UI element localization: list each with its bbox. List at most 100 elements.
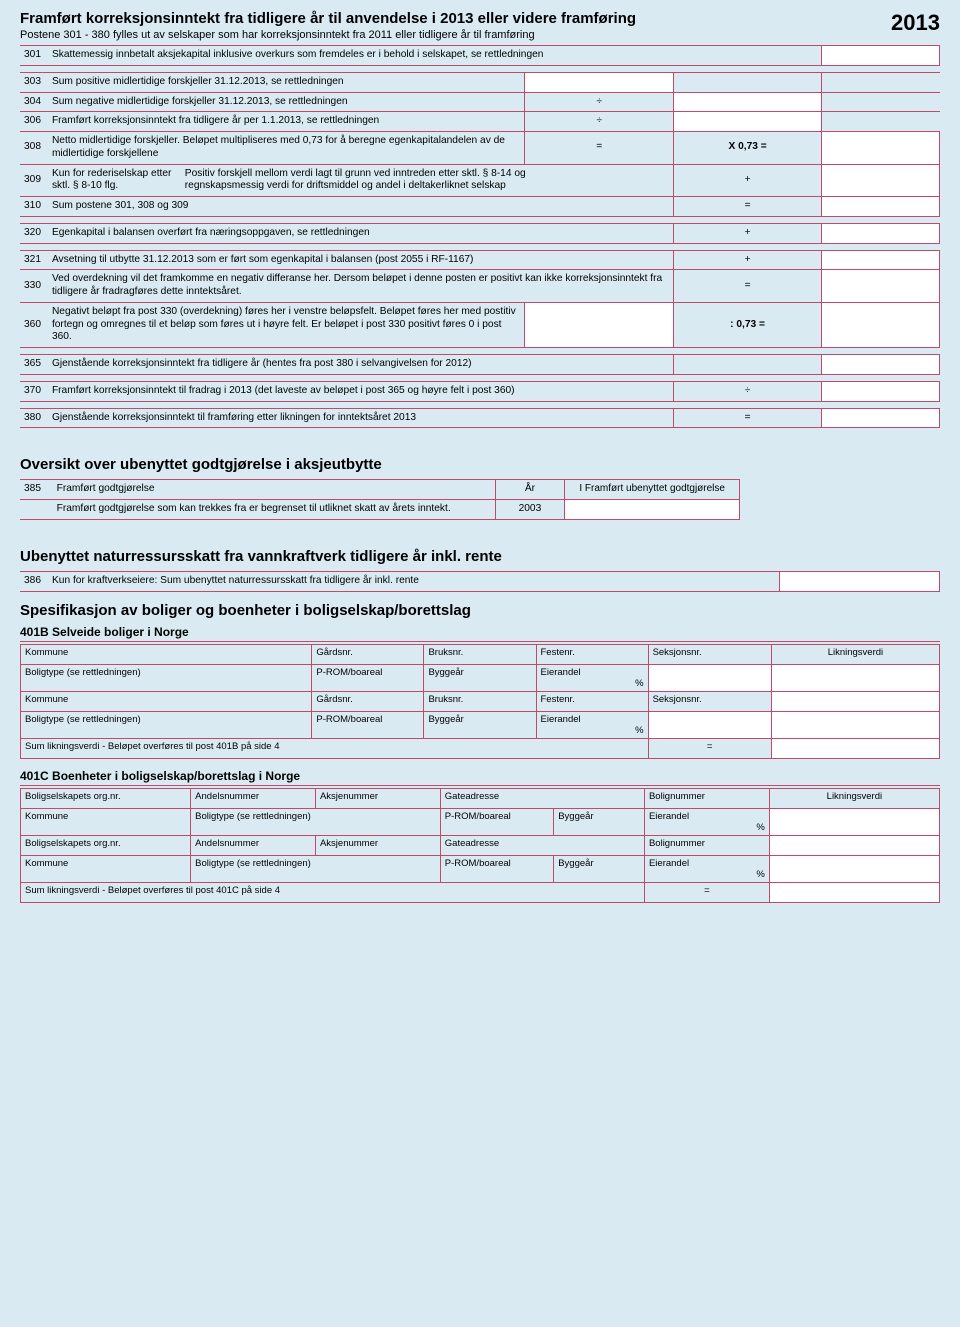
op-cell: = xyxy=(674,270,822,303)
year-value: 2003 xyxy=(495,500,565,520)
op-cell: ÷ xyxy=(525,112,674,132)
pct-label: % xyxy=(649,822,765,833)
value-cell[interactable] xyxy=(821,381,939,401)
value-cell[interactable] xyxy=(821,270,939,303)
section-title: Framført korreksjonsinntekt fra tidliger… xyxy=(20,10,891,27)
value-cell[interactable] xyxy=(821,223,939,243)
value-cell[interactable] xyxy=(821,302,939,347)
value-header: I Framført ubenyttet godtgjørelse xyxy=(565,480,740,500)
value-cell[interactable] xyxy=(821,250,939,270)
multiplier: X 0,73 = xyxy=(674,132,822,165)
value-cell-left[interactable] xyxy=(525,302,674,347)
label-aksjenr: Aksjenummer xyxy=(315,835,440,855)
value-cell[interactable] xyxy=(821,197,939,217)
label-kommune: Kommune xyxy=(21,855,191,882)
post-nr: 309 xyxy=(20,164,48,197)
post-nr: 330 xyxy=(20,270,48,303)
post-text: Avsetning til utbytte 31.12.2013 som er … xyxy=(48,250,674,270)
label-prom: P-ROM/boareal xyxy=(312,711,424,738)
post-nr: 321 xyxy=(20,250,48,270)
value-cell[interactable] xyxy=(648,711,771,738)
pct-label: % xyxy=(541,725,644,736)
op-cell: + xyxy=(674,250,822,270)
label-seksjonsnr: Seksjonsnr. xyxy=(648,691,771,711)
value-cell[interactable] xyxy=(674,92,822,112)
value-cell[interactable] xyxy=(771,664,939,691)
label-bolignr: Bolignummer xyxy=(644,835,769,855)
value-cell[interactable] xyxy=(821,164,939,197)
label-boligtype: Boligtype (se rettledningen) xyxy=(191,808,441,835)
label-gateadr: Gateadresse xyxy=(440,788,644,808)
value-cell[interactable] xyxy=(821,355,939,375)
label-byggear: Byggeår xyxy=(554,808,645,835)
post-nr: 386 xyxy=(20,571,48,591)
post-text: Ved overdekning vil det framkomme en neg… xyxy=(48,270,674,303)
post-text: Kun for kraftverkseiere: Sum ubenyttet n… xyxy=(48,571,780,591)
post-nr: 310 xyxy=(20,197,48,217)
post-text-left: Kun for rederiselskap etter sktl. § 8-10… xyxy=(52,168,182,194)
post-text: Sum postene 301, 308 og 309 xyxy=(48,197,674,217)
value-cell[interactable] xyxy=(771,711,939,738)
value-cell[interactable] xyxy=(674,112,822,132)
label-festenr: Festenr. xyxy=(536,691,648,711)
label-prom: P-ROM/boareal xyxy=(312,664,424,691)
post-text: Sum negative midlertidige forskjeller 31… xyxy=(48,92,525,112)
label-bruksnr: Bruksnr. xyxy=(424,691,536,711)
op-cell: + xyxy=(674,223,822,243)
value-cell[interactable] xyxy=(769,808,939,835)
label-boligtype: Boligtype (se rettledningen) xyxy=(21,711,312,738)
value-cell[interactable] xyxy=(821,132,939,165)
form-year: 2013 xyxy=(891,10,940,36)
section-title-naturressurs: Ubenyttet naturressursskatt fra vannkraf… xyxy=(20,548,940,565)
pct-label: % xyxy=(541,678,644,689)
value-cell[interactable] xyxy=(769,835,939,855)
label-boligtype: Boligtype (se rettledningen) xyxy=(191,855,441,882)
spacer xyxy=(20,500,53,520)
naturressurs-table: 386 Kun for kraftverkseiere: Sum ubenytt… xyxy=(20,571,940,592)
value-cell[interactable] xyxy=(771,691,939,711)
label-eierandel: Eierandel% xyxy=(536,711,648,738)
label-seksjonsnr: Seksjonsnr. xyxy=(648,644,771,664)
op-cell: = xyxy=(674,408,822,428)
value-cell[interactable] xyxy=(769,882,939,902)
label-kommune: Kommune xyxy=(21,808,191,835)
label-gardsnr: Gårdsnr. xyxy=(312,644,424,664)
post-text: Framført korreksjonsinntekt til fradrag … xyxy=(48,381,674,401)
label-prom: P-ROM/boareal xyxy=(440,855,553,882)
label-andelsnr: Andelsnummer xyxy=(191,835,316,855)
value-cell[interactable] xyxy=(769,855,939,882)
value-cell[interactable] xyxy=(771,738,939,758)
bolig-401c-table: Boligselskapets org.nr. Andelsnummer Aks… xyxy=(20,788,940,903)
op-cell: + xyxy=(674,164,822,197)
label-festenr: Festenr. xyxy=(536,644,648,664)
multiplier: : 0,73 = xyxy=(674,302,822,347)
sum-row-text: Sum likningsverdi - Beløpet overføres ti… xyxy=(21,882,645,902)
label-boligtype: Boligtype (se rettledningen) xyxy=(21,664,312,691)
post-text: Negativt beløpt fra post 330 (overdeknin… xyxy=(48,302,525,347)
spacer xyxy=(821,92,939,112)
label-andelsnr: Andelsnummer xyxy=(191,788,316,808)
label-bolignr: Bolignummer xyxy=(644,788,769,808)
label-aksjenr: Aksjenummer xyxy=(315,788,440,808)
op-cell: ÷ xyxy=(674,381,822,401)
value-cell[interactable] xyxy=(525,72,674,92)
value-cell[interactable] xyxy=(821,408,939,428)
correction-income-table: 301 Skattemessig innbetalt aksjekapital … xyxy=(20,45,940,428)
year-header: År xyxy=(495,480,565,500)
pct-label: % xyxy=(649,869,765,880)
value-cell[interactable] xyxy=(780,571,940,591)
value-cell[interactable] xyxy=(648,664,771,691)
op-cell: = xyxy=(525,132,674,165)
divider xyxy=(20,785,940,786)
value-cell[interactable] xyxy=(565,500,740,520)
label-byggear: Byggeår xyxy=(424,664,536,691)
eq-label: = xyxy=(648,738,771,758)
value-cell[interactable] xyxy=(821,46,939,66)
post-nr: 380 xyxy=(20,408,48,428)
post-text: Gjenstående korreksjonsinntekt til framf… xyxy=(48,408,674,428)
post-nr: 370 xyxy=(20,381,48,401)
label-orgnr: Boligselskapets org.nr. xyxy=(21,788,191,808)
sum-row-text: Sum likningsverdi - Beløpet overføres ti… xyxy=(21,738,649,758)
op-cell: ÷ xyxy=(525,92,674,112)
section-sub-401c: 401C Boenheter i boligselskap/borettslag… xyxy=(20,769,940,783)
